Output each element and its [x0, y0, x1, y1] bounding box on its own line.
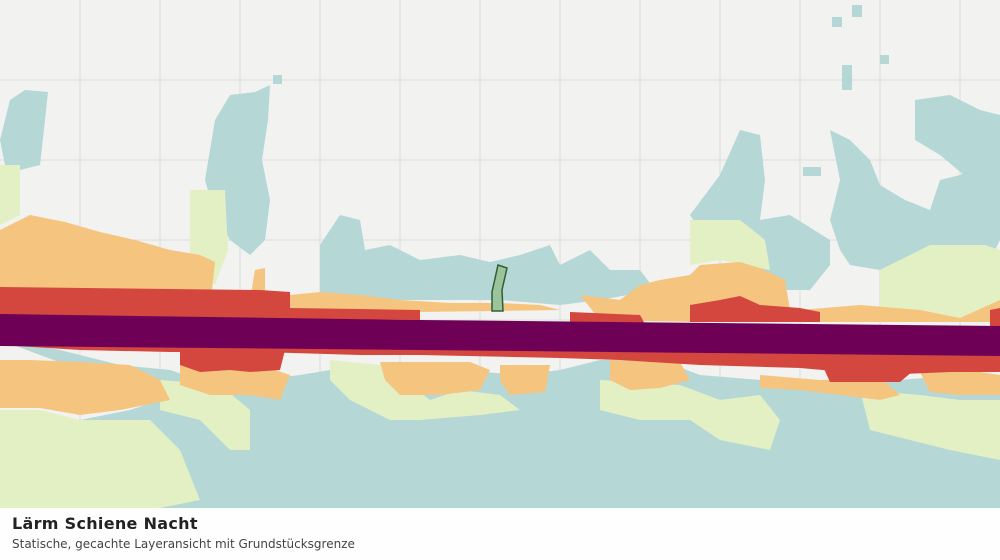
noise-zone-high	[0, 287, 1000, 382]
parcel-boundary[interactable]	[491, 264, 508, 312]
noise-zone-very-high	[0, 314, 1000, 356]
layer-title: Lärm Schiene Nacht	[12, 514, 198, 533]
layer-subtitle: Statische, gecachte Layeransicht mit Gru…	[12, 537, 355, 551]
caption-panel: Lärm Schiene Nacht Statische, gecachte L…	[0, 508, 1000, 560]
noise-zone-mid-low	[0, 165, 1000, 510]
